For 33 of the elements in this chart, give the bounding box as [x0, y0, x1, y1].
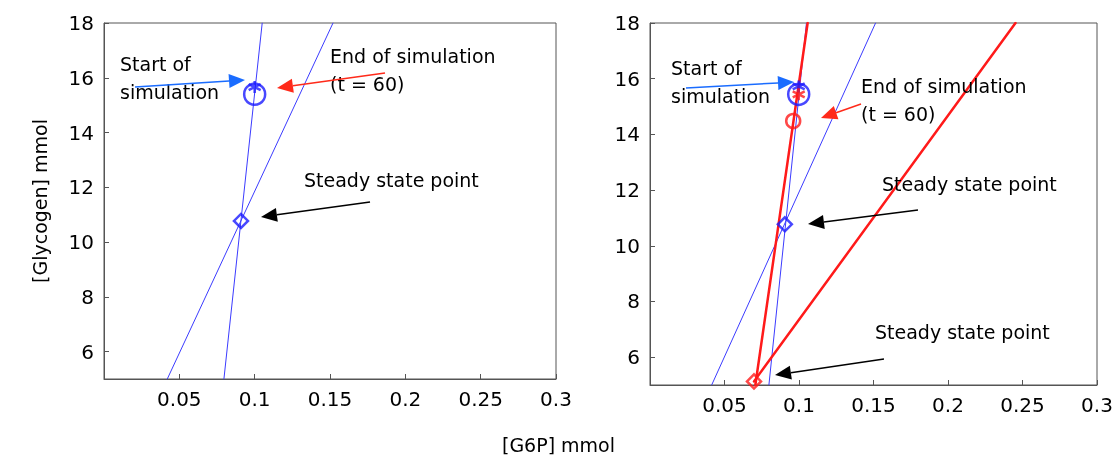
x-axis-title: [G6P] mmol	[500, 434, 617, 456]
x-tick-label: 0.2	[389, 387, 422, 411]
annotation: Start of simulation	[120, 53, 220, 103]
x-tick-label: 0.15	[307, 387, 353, 411]
y-tick-label: 6	[81, 339, 94, 364]
x-tick-label: 0.2	[932, 393, 964, 417]
x-tick-label: 0.3	[540, 387, 572, 411]
x-tick-label: 0.15	[851, 393, 896, 417]
annotation: Start of simulation	[671, 57, 771, 107]
y-tick-label: 8	[627, 289, 640, 314]
annotation: Steady state point	[875, 321, 1050, 343]
y-tick-label: 14	[68, 120, 94, 145]
x-tick-label: 0.1	[783, 393, 815, 417]
y-tick-label: 8	[81, 284, 94, 309]
y-tick-label: 10	[68, 230, 94, 255]
y-tick-label: 16	[68, 65, 94, 90]
y-tick-label: 16	[614, 66, 640, 91]
y-tick-label: 6	[627, 345, 640, 370]
y-tick-label: 12	[614, 178, 640, 203]
y-tick-label: 18	[68, 11, 94, 35]
y-tick-label: 14	[614, 122, 640, 147]
x-tick-label: 0.1	[238, 387, 271, 411]
y-tick-label: 18	[614, 11, 640, 35]
x-tick-label: 0.25	[1000, 393, 1045, 417]
x-tick-label: 0.25	[458, 387, 503, 411]
annotation: End of simulation (t = 60)	[330, 45, 496, 95]
x-tick-label: 0.3	[1081, 393, 1113, 417]
y-tick-label: 10	[614, 233, 640, 258]
y-axis-title: [Glycogen] mmol	[28, 119, 51, 283]
x-tick-label: 0.05	[157, 387, 202, 411]
annotation: Steady state point	[304, 169, 479, 191]
y-tick-label: 12	[68, 175, 94, 200]
x-tick-label: 0.05	[702, 393, 747, 417]
